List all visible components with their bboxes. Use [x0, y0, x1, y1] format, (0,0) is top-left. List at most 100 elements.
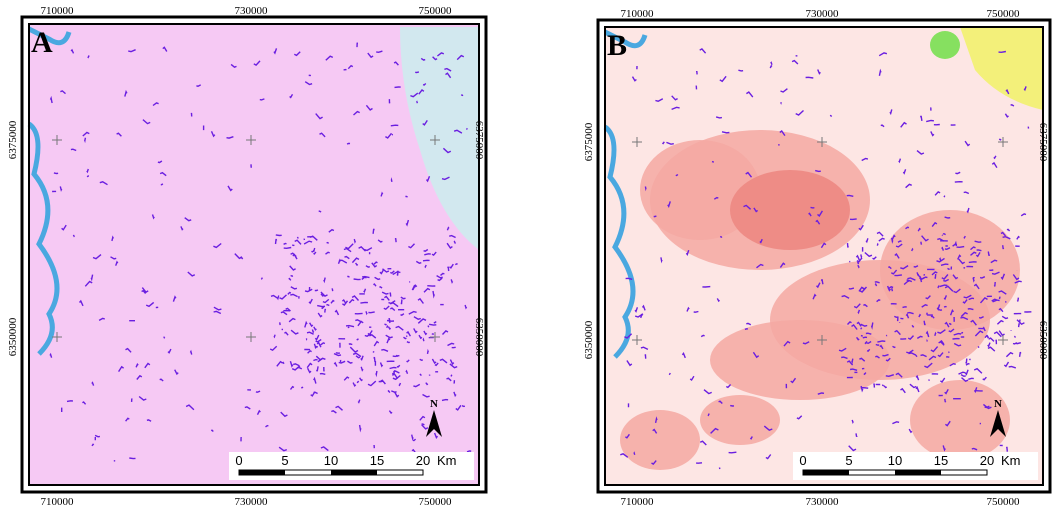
stream [66, 400, 73, 403]
stream [398, 382, 402, 387]
stream [433, 432, 439, 439]
stream [953, 288, 961, 294]
stream [866, 348, 871, 352]
stream [290, 286, 298, 290]
stream [406, 330, 412, 337]
stream [808, 212, 812, 217]
stream [379, 268, 385, 275]
panel-label: A [31, 26, 53, 59]
stream [660, 257, 663, 264]
x-coordinate-label: 750000 [419, 496, 453, 508]
stream [810, 206, 815, 209]
stream [1005, 88, 1010, 95]
stream [94, 434, 101, 438]
stream [693, 310, 699, 313]
stream [347, 326, 350, 329]
stream [367, 380, 377, 387]
stream [360, 366, 364, 372]
stream [779, 262, 786, 268]
stream [284, 331, 289, 336]
stream [892, 345, 896, 349]
stream [1023, 86, 1027, 92]
stream [323, 277, 326, 284]
stream [379, 362, 384, 368]
stream [83, 137, 87, 144]
stream [921, 235, 929, 242]
stream [138, 395, 147, 401]
stream [955, 171, 961, 175]
stream [745, 171, 753, 178]
stream [817, 210, 823, 217]
stream [390, 177, 393, 183]
north-arrow [426, 410, 442, 437]
stream [187, 271, 196, 277]
stream [428, 323, 437, 326]
stream [422, 393, 430, 398]
stream [387, 326, 392, 330]
stream [894, 274, 903, 277]
stream [422, 259, 430, 262]
stream [1006, 228, 1011, 232]
stream [934, 274, 937, 279]
stream [422, 337, 425, 342]
stream [381, 348, 389, 352]
stream [1004, 113, 1009, 118]
soil-zone [960, 27, 1043, 110]
stream [274, 238, 278, 245]
stream [944, 216, 951, 219]
stream [987, 346, 996, 352]
stream [417, 318, 427, 324]
stream [377, 239, 383, 243]
stream [882, 353, 889, 357]
stream [278, 446, 288, 452]
stream [895, 243, 903, 248]
stream [937, 285, 940, 289]
stream [891, 234, 896, 241]
stream [384, 295, 390, 301]
scale-label: 10 [324, 453, 338, 468]
stream [255, 390, 261, 393]
stream [442, 147, 452, 154]
stream [304, 288, 313, 293]
stream [60, 90, 66, 95]
stream [846, 321, 852, 325]
stream [390, 270, 395, 274]
scale-unit: Km [1001, 453, 1021, 468]
stream [908, 428, 913, 434]
stream [911, 324, 915, 328]
stream [877, 340, 886, 343]
stream [400, 296, 406, 300]
x-coordinate-label: 710000 [41, 5, 75, 17]
stream [968, 377, 974, 380]
stream [1014, 280, 1022, 284]
stream [900, 387, 906, 394]
stream [931, 221, 938, 228]
stream [982, 376, 987, 381]
stream [315, 113, 323, 120]
stream [389, 366, 397, 370]
soil-zone [620, 410, 700, 470]
stream [1015, 342, 1021, 345]
stream [70, 148, 77, 152]
stream [371, 262, 378, 268]
stream [948, 328, 955, 333]
stream [425, 382, 429, 386]
stream [343, 247, 352, 253]
stream [998, 138, 1002, 141]
stream [923, 274, 926, 276]
stream [941, 274, 949, 281]
stream [360, 301, 368, 304]
stream [311, 329, 315, 334]
stream [895, 372, 903, 378]
stream [820, 242, 827, 249]
grid-cross [998, 335, 1008, 345]
stream [265, 424, 269, 428]
stream [715, 116, 722, 119]
soil-zone [910, 380, 1010, 460]
scale-segment [803, 470, 849, 475]
stream [970, 246, 976, 251]
stream [392, 270, 401, 276]
stream [70, 48, 75, 54]
stream [368, 311, 375, 314]
stream [728, 451, 737, 454]
